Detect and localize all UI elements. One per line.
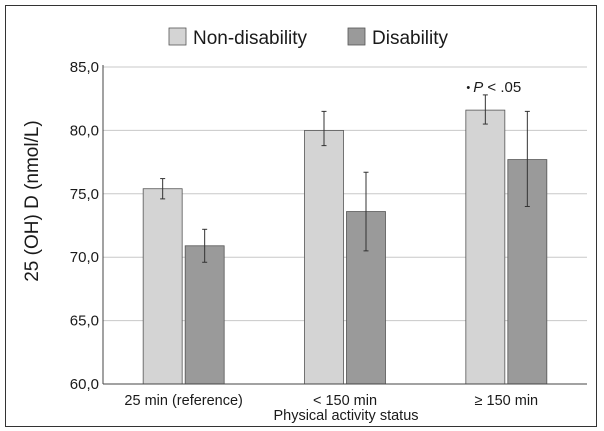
chart-legend: Non-disability Disability [168, 27, 449, 49]
significance-text: • P < .05 [466, 79, 521, 96]
bar-non-disability-150-min [304, 130, 344, 385]
chart-axes [102, 65, 587, 385]
y-tick-label: 75,0 [70, 186, 99, 203]
y-axis-ticks: 60,0 65,0 70,0 75,0 80,0 85,0 [70, 59, 99, 393]
bar-non-disability-25-min-reference [142, 188, 183, 385]
chart-frame: Non-disability Disability 60,0 65,0 70,0 75,… [5, 5, 597, 427]
bar-disability-25-min-reference [184, 245, 225, 385]
y-tick-label: 60,0 [70, 376, 99, 393]
y-tick-label: 65,0 [70, 313, 99, 330]
chart-error-bars [160, 94, 530, 263]
legend-label-non-disability: Non-disability [193, 28, 308, 49]
legend-swatch-disability [347, 27, 366, 46]
x-tick-label-150-min: ≥ 150 min [475, 393, 539, 409]
chart-gridlines [103, 66, 587, 322]
y-tick-label: 80,0 [70, 122, 99, 139]
x-axis-label: Physical activity status [273, 408, 418, 424]
y-tick-label: 85,0 [70, 59, 99, 76]
bar-non-disability-150-min [465, 109, 506, 385]
x-tick-label-25-min-reference: 25 min (reference) [124, 393, 242, 409]
x-axis-ticks: 25 min (reference) < 150 min ≥ 150 min [124, 393, 538, 409]
x-tick-label-150-min: < 150 min [313, 393, 377, 409]
legend-label-disability: Disability [372, 28, 449, 49]
legend-swatch-non-disability [168, 27, 187, 46]
bar-chart: Non-disability Disability 60,0 65,0 70,0 75,… [22, 27, 587, 424]
chart-bars [142, 109, 548, 385]
y-axis-label: 25 (OH) D (nmol/L) [22, 120, 43, 282]
significance-annotation: • P < .05 [466, 79, 521, 96]
y-tick-label: 70,0 [70, 249, 99, 266]
